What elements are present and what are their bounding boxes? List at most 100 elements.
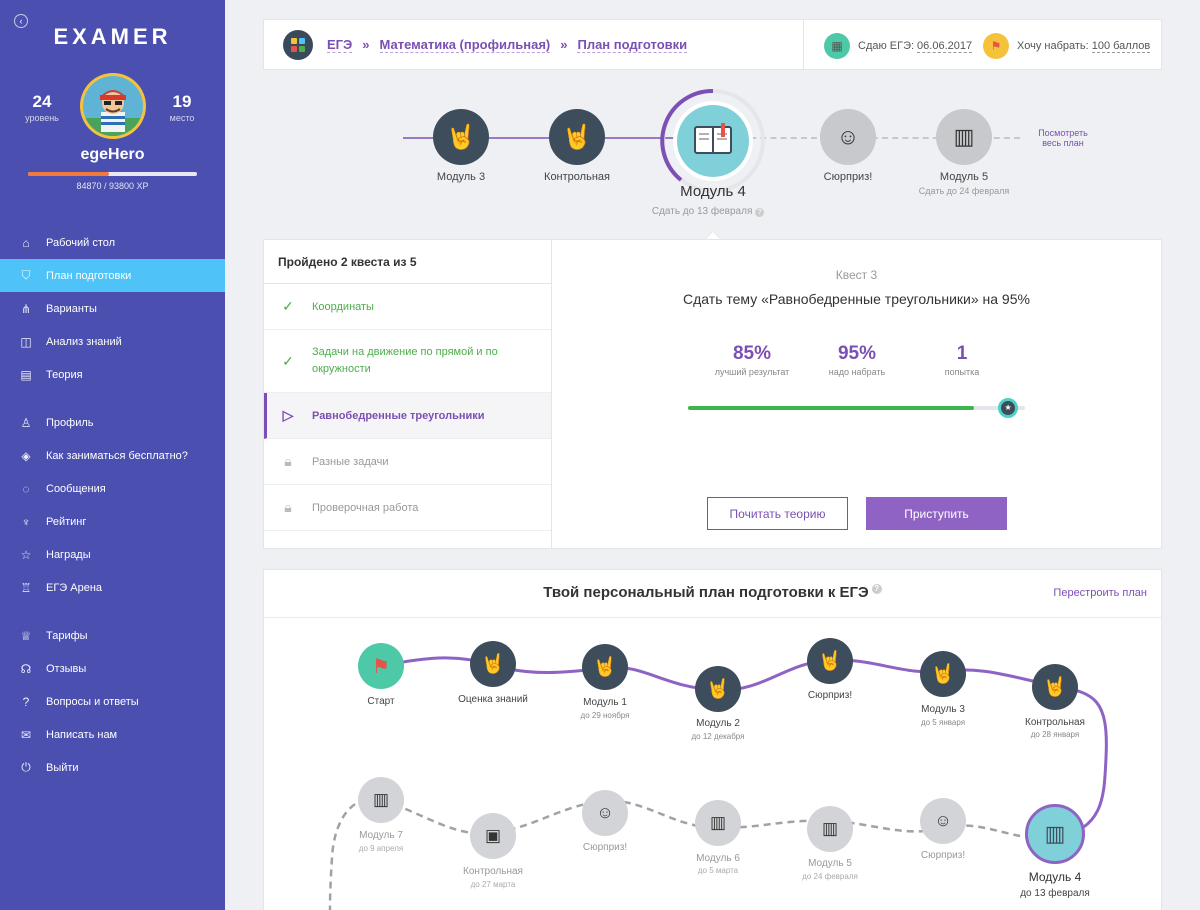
help-icon[interactable]: ?	[755, 208, 765, 217]
quest-item-triangles[interactable]: ▷ Равнобедренные треугольники	[264, 393, 551, 439]
lock-icon: 🔒︎	[284, 453, 292, 469]
sidebar-item-label: Тарифы	[46, 629, 88, 642]
book-icon: ▥	[709, 813, 727, 832]
strip-label: Модуль 3	[436, 171, 486, 183]
plan-node-module-5[interactable]: ▥	[807, 806, 853, 852]
plan-node-surprise-3[interactable]: ☺	[920, 798, 966, 844]
rock-hand-icon: 🤘	[1043, 677, 1067, 698]
quest-item-label: Координаты	[312, 300, 374, 313]
book-icon: ▥	[1044, 821, 1066, 846]
sidebar-item-reviews[interactable]: ☊ Отзывы	[0, 652, 225, 685]
plan-node-start[interactable]: ⚑	[358, 643, 404, 689]
breadcrumb-subject[interactable]: Математика (профильная)	[379, 37, 551, 53]
read-theory-button[interactable]: Почитать теорию	[707, 497, 848, 530]
faq-icon: ?	[22, 694, 30, 709]
rebuild-plan-link[interactable]: Перестроить план	[1053, 587, 1147, 599]
plan-node-label: Оценка знаний	[458, 694, 528, 705]
exam-date-value[interactable]: 06.06.2017	[917, 39, 973, 53]
sidebar-item-free[interactable]: ◈ Как заниматься бесплатно?	[0, 439, 225, 472]
plan-node-module-1[interactable]: 🤘	[582, 644, 628, 690]
mario-icon: ☺	[596, 803, 614, 822]
place-label: место	[169, 113, 195, 123]
target-label: надо набрать	[828, 367, 886, 377]
view-plan-link[interactable]: Посмотреть весь план	[1038, 128, 1088, 148]
strip-surprise[interactable]: ☺	[820, 109, 876, 165]
plan-node-assessment[interactable]: 🤘	[470, 641, 516, 687]
plan-node-module-3[interactable]: 🤘	[920, 651, 966, 697]
sidebar-item-label: Профиль	[46, 416, 94, 429]
plan-node-label: Модуль 4	[1028, 870, 1082, 884]
logo: EXAMER	[53, 24, 172, 49]
sidebar-item-arena[interactable]: ♖ ЕГЭ Арена	[0, 571, 225, 604]
plan-node-label: Старт	[367, 696, 395, 707]
quest-item-label: Разные задачи	[312, 455, 389, 468]
strip-label: Модуль 5	[939, 171, 989, 183]
plan-node-control-2[interactable]: ▣	[470, 813, 516, 859]
quest-item-test[interactable]: 🔒︎ Проверочная работа	[264, 485, 551, 531]
sidebar-item-contact[interactable]: ✉ Написать нам	[0, 718, 225, 751]
plan-node-surprise[interactable]: 🤘	[807, 638, 853, 684]
breadcrumb-separator: »	[560, 37, 568, 52]
plan-node-module-4-current[interactable]: ▥	[1025, 804, 1085, 864]
start-quest-button[interactable]: Приступить	[866, 497, 1007, 530]
strip-label: Модуль 4	[680, 183, 746, 200]
level-stat: 24 уровень	[12, 92, 72, 123]
check-icon: ✓	[282, 298, 294, 314]
quest-progress-fill	[688, 406, 975, 410]
tariff-icon: ♕	[20, 628, 32, 643]
plan-node-surprise-2[interactable]: ☺	[582, 790, 628, 836]
strip-label: Контрольная	[544, 171, 610, 183]
sidebar-item-variants[interactable]: ⋔ Варианты	[0, 292, 225, 325]
sidebar-item-plan[interactable]: ⛉ План подготовки	[0, 259, 225, 292]
avatar[interactable]	[80, 73, 146, 139]
collapse-sidebar-button[interactable]: ‹	[14, 14, 28, 28]
quest-item-misc[interactable]: 🔒︎ Разные задачи	[264, 439, 551, 485]
sidebar-item-faq[interactable]: ? Вопросы и ответы	[0, 685, 225, 718]
breadcrumb-ege[interactable]: ЕГЭ	[327, 37, 353, 53]
strip-module-3[interactable]: 🤘	[433, 109, 489, 165]
quest-item-motion[interactable]: ✓ Задачи на движение по прямой и по окруж…	[264, 330, 551, 393]
sidebar-item-profile[interactable]: ♙ Профиль	[0, 406, 225, 439]
goal-value[interactable]: 100 баллов	[1091, 39, 1151, 53]
sidebar-item-awards[interactable]: ☆ Награды	[0, 538, 225, 571]
sidebar-item-logout[interactable]: ⏻ Выйти	[0, 751, 225, 784]
presentation-icon: ▣	[484, 826, 502, 845]
strip-module-5[interactable]: ▥	[936, 109, 992, 165]
variants-icon: ⋔	[20, 301, 32, 316]
sidebar-item-label: ЕГЭ Арена	[46, 581, 103, 594]
sidebar-item-label: Отзывы	[46, 662, 87, 675]
attempts-label: попытка	[944, 367, 980, 377]
strip-control[interactable]: 🤘	[549, 109, 605, 165]
sidebar-item-theory[interactable]: ▤ Теория	[0, 358, 225, 391]
strip-line-future	[740, 137, 1020, 139]
help-icon[interactable]: ?	[871, 584, 882, 594]
sidebar-item-analysis[interactable]: ◫ Анализ знаний	[0, 325, 225, 358]
target-stat: 95% надо набрать	[802, 343, 912, 377]
plan-node-module-7[interactable]: ▥	[358, 777, 404, 823]
quest-item-coordinates[interactable]: ✓ Координаты	[264, 284, 551, 330]
plan-node-label: Контрольная	[1025, 717, 1085, 728]
target-flag-icon: ⚑	[983, 33, 1009, 59]
plan-node-label: Модуль 1	[583, 697, 627, 708]
plan-node-module-2[interactable]: 🤘	[695, 666, 741, 712]
sidebar-item-rating[interactable]: ♆ Рейтинг	[0, 505, 225, 538]
sidebar-item-tariffs[interactable]: ♕ Тарифы	[0, 619, 225, 652]
sidebar-item-dashboard[interactable]: ⌂ Рабочий стол	[0, 226, 225, 259]
plan-node-label: Модуль 2	[696, 718, 740, 729]
play-icon: ▷	[282, 407, 294, 423]
sidebar-item-messages[interactable]: ◌ Сообщения	[0, 472, 225, 505]
rock-hand-icon: 🤘	[562, 123, 592, 151]
sidebar-item-label: План подготовки	[46, 269, 132, 282]
quest-number: Квест 3	[835, 268, 878, 282]
plan-card: Твой персональный план подготовки к ЕГЭ?…	[263, 569, 1162, 910]
username[interactable]: egeHero	[80, 146, 145, 163]
arena-icon: ♖	[20, 580, 32, 595]
best-result-label: лучший результат	[714, 367, 790, 377]
map-icon: ⛉	[21, 268, 31, 282]
plan-node-control[interactable]: 🤘	[1032, 664, 1078, 710]
sidebar-item-label: Анализ знаний	[46, 335, 122, 348]
plan-node-module-6[interactable]: ▥	[695, 800, 741, 846]
target-star-icon: ★	[998, 398, 1019, 418]
sidebar-item-label: Вопросы и ответы	[46, 695, 139, 708]
breadcrumb-plan[interactable]: План подготовки	[577, 37, 688, 53]
